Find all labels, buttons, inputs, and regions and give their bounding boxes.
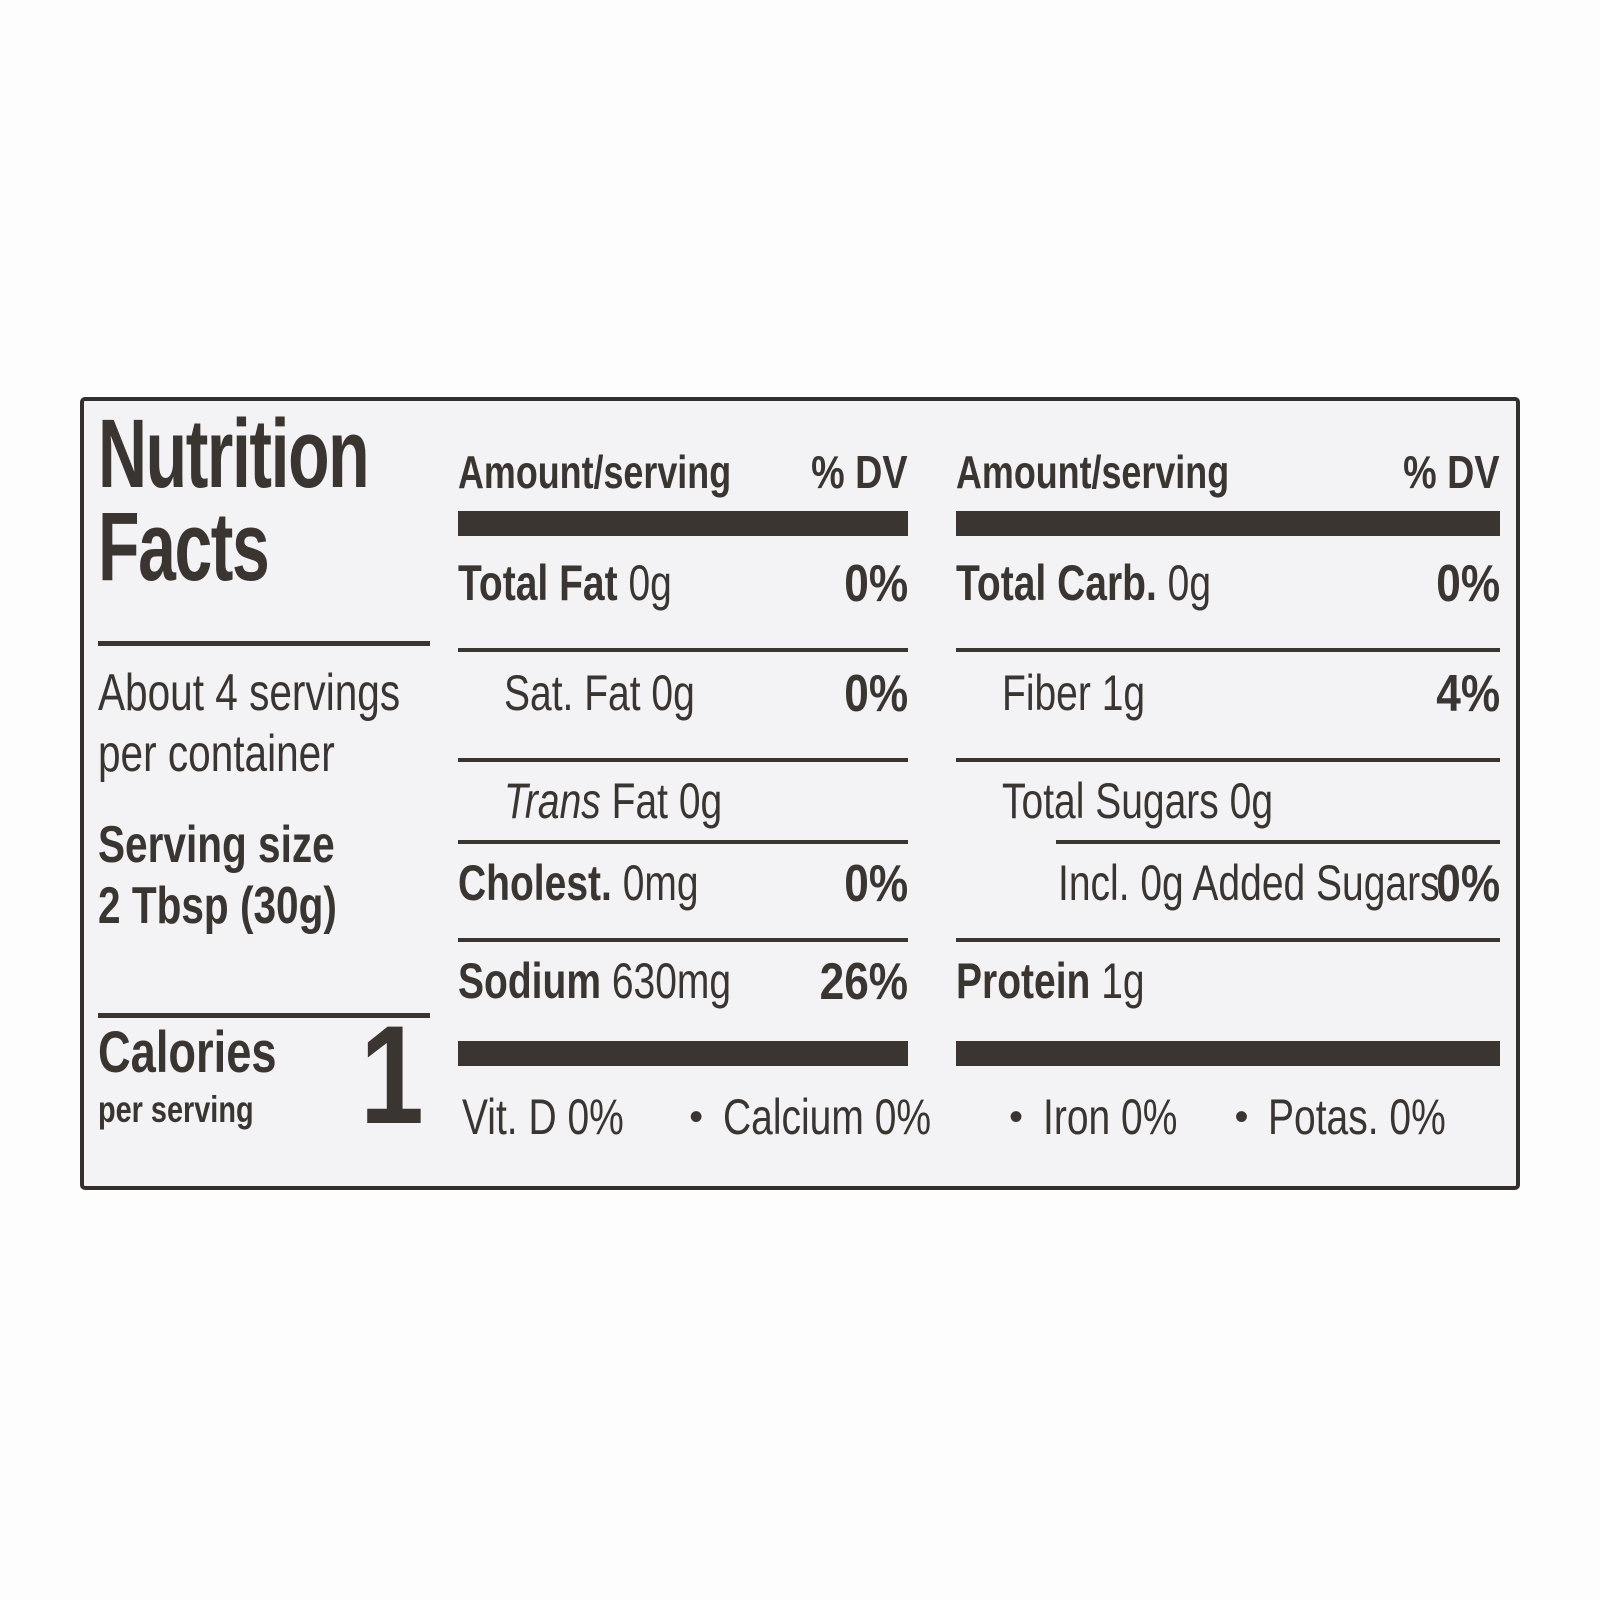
calories-label: Calories: [98, 1020, 277, 1085]
servings-line-2: per container: [98, 725, 335, 784]
divider: [458, 840, 908, 844]
nutrient-amount: 0g: [628, 555, 672, 611]
bullet-separator: •: [1234, 1095, 1249, 1139]
servings-per-container: About 4 servings per container: [98, 663, 485, 786]
divider: [458, 648, 908, 652]
nutrition-facts-inner: Nutrition Facts About 4 servings per con…: [84, 401, 1516, 1186]
nutrient-amount: 0g: [651, 665, 695, 721]
nutrient-dv: 0%: [1436, 855, 1500, 913]
divider: [98, 1013, 430, 1018]
nutrient-row-total-carb: Total Carb. 0g 0%: [956, 553, 1500, 613]
nutrient-name: Sat. Fat: [504, 665, 641, 721]
summary-column: Nutrition Facts About 4 servings per con…: [98, 401, 450, 1186]
nutrient-name: Protein: [956, 953, 1091, 1009]
divider: [458, 758, 908, 762]
bullet-separator: •: [689, 1095, 704, 1139]
title-line-1: Nutrition: [98, 399, 370, 508]
nutrient-dv: 0%: [844, 665, 908, 723]
nutrient-name: Total Carb.: [956, 555, 1157, 611]
column-header: Amount/serving % DV: [458, 445, 908, 499]
section-bar: [956, 511, 1500, 536]
nutrient-row-trans-fat: Trans Fat 0g: [458, 771, 908, 831]
divider: [98, 641, 430, 646]
nutrient-row-protein: Protein 1g: [956, 951, 1500, 1011]
nutrient-column-right: Amount/serving % DV Total Carb. 0g 0% Fi…: [956, 401, 1500, 1186]
nutrition-facts-label: Nutrition Facts About 4 servings per con…: [80, 397, 1520, 1190]
nutrient-row-sodium: Sodium 630mg 26%: [458, 951, 908, 1011]
nutrient-row-total-fat: Total Fat 0g 0%: [458, 553, 908, 613]
nutrient-name: Fat: [611, 773, 669, 829]
section-bar: [956, 1041, 1500, 1066]
calcium-value: Calcium 0%: [722, 1089, 931, 1145]
nutrient-name: Cholest.: [458, 855, 612, 911]
calories-block: Calories per serving: [98, 1020, 327, 1132]
nutrient-name-italic: Trans: [504, 773, 601, 829]
nutrient-dv: 0%: [844, 555, 908, 613]
divider: [956, 648, 1500, 652]
divider: [956, 938, 1500, 942]
micronutrients-row: Vit. D 0% • Calcium 0% • Iron 0% • Potas…: [462, 1087, 1496, 1147]
nutrient-amount: 0g: [678, 773, 723, 829]
divider: [458, 938, 908, 942]
percent-dv-header: % DV: [811, 446, 908, 498]
nutrient-name: Total Sugars: [1002, 773, 1219, 829]
nutrient-row-cholesterol: Cholest. 0mg 0%: [458, 853, 908, 913]
nutrient-amount: 0g: [1229, 773, 1274, 829]
vitamin-d-value: Vit. D 0%: [462, 1089, 624, 1145]
nutrient-name: Incl. 0g Added Sugars: [1058, 855, 1440, 911]
nutrient-amount: 1g: [1101, 665, 1146, 721]
divider: [1056, 840, 1500, 844]
nutrient-dv: 0%: [844, 855, 908, 913]
bullet-separator: •: [1009, 1095, 1024, 1139]
nutrient-name: Fiber: [1002, 665, 1091, 721]
potassium-value: Potas. 0%: [1268, 1089, 1446, 1145]
amount-per-serving-header: Amount/serving: [956, 446, 1230, 498]
title-line-2: Facts: [98, 492, 270, 602]
serving-size-value: 2 Tbsp (30g): [98, 877, 337, 936]
section-bar: [458, 1041, 908, 1066]
servings-line-1: About 4 servings: [98, 664, 401, 722]
label-title: Nutrition Facts: [98, 405, 370, 595]
nutrient-dv: 26%: [819, 953, 908, 1011]
calories-sublabel: per serving: [98, 1088, 254, 1130]
nutrient-row-fiber: Fiber 1g 4%: [956, 663, 1500, 723]
iron-value: Iron 0%: [1042, 1089, 1178, 1145]
nutrient-row-sat-fat: Sat. Fat 0g 0%: [458, 663, 908, 723]
nutrient-amount: 0g: [1167, 555, 1212, 611]
serving-size-label: Serving size: [98, 816, 335, 874]
nutrient-amount: 1g: [1101, 953, 1145, 1009]
nutrient-amount: 0mg: [622, 855, 699, 911]
serving-size: Serving size 2 Tbsp (30g): [98, 815, 404, 938]
column-header: Amount/serving % DV: [956, 445, 1500, 499]
nutrient-row-total-sugars: Total Sugars 0g: [956, 771, 1500, 831]
nutrient-dv: 0%: [1436, 555, 1500, 613]
nutrient-column-left: Amount/serving % DV Total Fat 0g 0% Sat.…: [458, 401, 908, 1186]
percent-dv-header: % DV: [1403, 446, 1500, 498]
nutrient-row-added-sugars: Incl. 0g Added Sugars 0%: [956, 853, 1500, 913]
amount-per-serving-header: Amount/serving: [458, 446, 732, 498]
nutrient-name: Total Fat: [458, 555, 618, 611]
nutrient-name: Sodium: [458, 953, 601, 1009]
section-bar: [458, 511, 908, 536]
calories-value: 1: [360, 996, 424, 1153]
nutrient-dv: 4%: [1436, 665, 1500, 723]
divider: [956, 758, 1500, 762]
nutrient-amount: 630mg: [611, 953, 732, 1009]
